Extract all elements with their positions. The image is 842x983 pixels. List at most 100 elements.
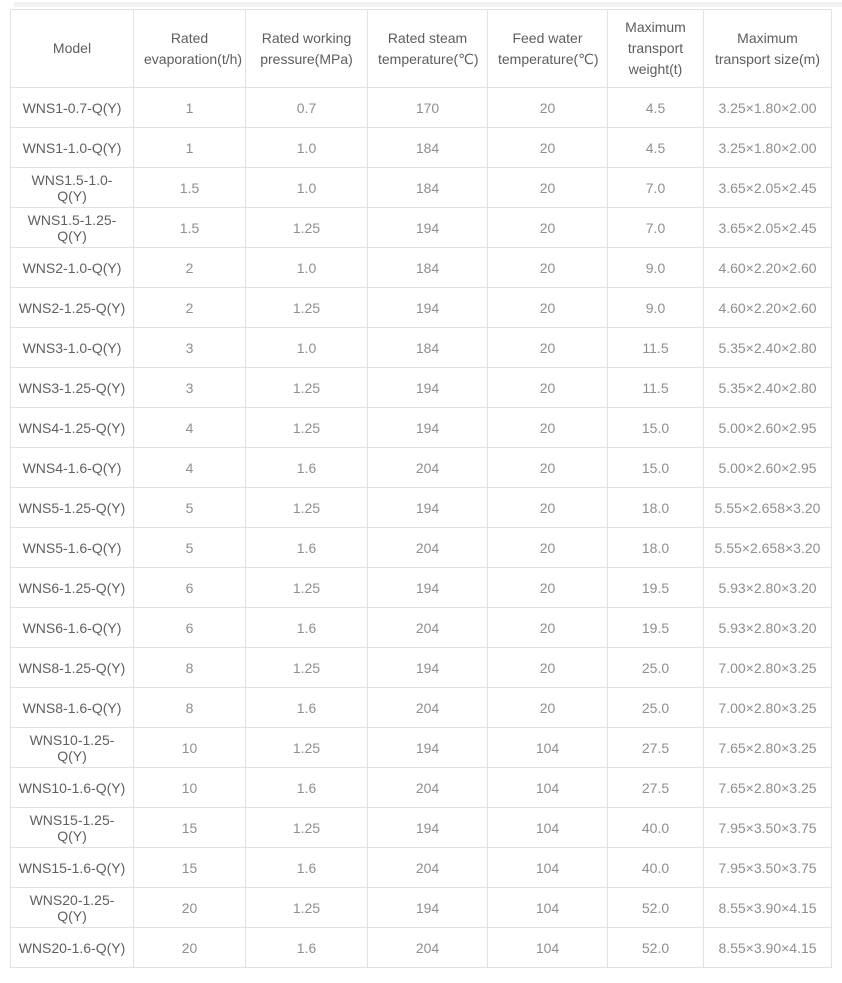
cell-value: 194	[367, 207, 488, 248]
cell-value: 1.0	[245, 247, 368, 288]
cell-value: 1.25	[245, 887, 368, 928]
cell-value: 20	[487, 247, 608, 288]
cell-value: 6	[133, 567, 246, 608]
cell-value: 104	[487, 927, 608, 968]
table-row: WNS5-1.25-Q(Y) 5 1.25 194 20 18.0 5.55×2.658×3…	[10, 487, 832, 528]
cell-model: WNS4-1.6-Q(Y)	[10, 447, 134, 488]
column-header: Feed water temperature(℃)	[487, 9, 608, 88]
cell-value: 1.25	[245, 487, 368, 528]
cell-model: WNS1.5-1.0-Q(Y)	[10, 167, 134, 208]
cell-value: 1.25	[245, 407, 368, 448]
cell-value: 1	[133, 87, 246, 128]
cell-value: 194	[367, 407, 488, 448]
cell-value: 19.5	[607, 567, 704, 608]
cell-value: 204	[367, 847, 488, 888]
cell-value: 40.0	[607, 807, 704, 848]
cell-value: 7.95×3.50×3.75	[703, 847, 832, 888]
cell-value: 7.00×2.80×3.25	[703, 647, 832, 688]
column-header: Rated working pressure(MPa)	[245, 9, 368, 88]
table-row: WNS3-1.25-Q(Y) 3 1.25 194 20 11.5 5.35×2.40×2.…	[10, 367, 832, 408]
cell-value: 5.35×2.40×2.80	[703, 367, 832, 408]
cell-value: 5.00×2.60×2.95	[703, 407, 832, 448]
cell-value: 194	[367, 367, 488, 408]
table-header-row: Model Rated evaporation(t/h) Rated working…	[10, 9, 832, 88]
cell-value: 11.5	[607, 367, 704, 408]
cell-model: WNS5-1.25-Q(Y)	[10, 487, 134, 528]
table-row: WNS15-1.25-Q(Y) 15 1.25 194 104 40.0 7.95×3.50…	[10, 807, 832, 848]
cell-value: 20	[487, 287, 608, 328]
cell-value: 1.6	[245, 847, 368, 888]
cell-value: 40.0	[607, 847, 704, 888]
cell-value: 194	[367, 487, 488, 528]
cell-value: 194	[367, 287, 488, 328]
cell-value: 20	[487, 87, 608, 128]
cell-value: 204	[367, 607, 488, 648]
cell-value: 15	[133, 847, 246, 888]
cell-value: 1.0	[245, 327, 368, 368]
cell-value: 9.0	[607, 247, 704, 288]
table-row: WNS15-1.6-Q(Y) 15 1.6 204 104 40.0 7.95×3.50×3…	[10, 847, 832, 888]
cell-value: 0.7	[245, 87, 368, 128]
cell-model: WNS3-1.25-Q(Y)	[10, 367, 134, 408]
table-row: WNS6-1.6-Q(Y) 6 1.6 204 20 19.5 5.93×2.80×3.20	[10, 607, 832, 648]
cell-value: 4	[133, 447, 246, 488]
cell-value: 4.60×2.20×2.60	[703, 287, 832, 328]
cell-model: WNS15-1.6-Q(Y)	[10, 847, 134, 888]
cell-value: 170	[367, 87, 488, 128]
cell-value: 4.5	[607, 127, 704, 168]
cell-value: 9.0	[607, 287, 704, 328]
cell-value: 2	[133, 287, 246, 328]
cell-value: 204	[367, 527, 488, 568]
cell-value: 184	[367, 327, 488, 368]
cell-value: 184	[367, 127, 488, 168]
cell-model: WNS6-1.25-Q(Y)	[10, 567, 134, 608]
cell-value: 20	[133, 887, 246, 928]
cell-value: 1.25	[245, 287, 368, 328]
cell-value: 8.55×3.90×4.15	[703, 927, 832, 968]
cell-value: 5.00×2.60×2.95	[703, 447, 832, 488]
cell-value: 3.25×1.80×2.00	[703, 127, 832, 168]
table-row: WNS20-1.6-Q(Y) 20 1.6 204 104 52.0 8.55×3.90×4…	[10, 927, 832, 968]
cell-value: 194	[367, 727, 488, 768]
cell-value: 3	[133, 327, 246, 368]
cell-value: 20	[487, 607, 608, 648]
table-row: WNS2-1.25-Q(Y) 2 1.25 194 20 9.0 4.60×2.20×2.6…	[10, 287, 832, 328]
column-header: Rated steam temperature(℃)	[367, 9, 488, 88]
cell-value: 1.6	[245, 927, 368, 968]
table-body: WNS1-0.7-Q(Y) 1 0.7 170 20 4.5 3.25×1.80×2.00 W…	[10, 87, 832, 968]
cell-value: 1.5	[133, 207, 246, 248]
cell-value: 204	[367, 687, 488, 728]
cell-value: 27.5	[607, 727, 704, 768]
cell-value: 6	[133, 607, 246, 648]
cell-value: 20	[487, 407, 608, 448]
cell-value: 1.0	[245, 167, 368, 208]
cell-value: 52.0	[607, 927, 704, 968]
cell-value: 11.5	[607, 327, 704, 368]
cell-value: 20	[487, 127, 608, 168]
table-row: WNS10-1.25-Q(Y) 10 1.25 194 104 27.5 7.65×2.80…	[10, 727, 832, 768]
cell-value: 25.0	[607, 687, 704, 728]
table-row: WNS1-0.7-Q(Y) 1 0.7 170 20 4.5 3.25×1.80×2.00	[10, 87, 832, 128]
column-header: Maximum transport weight(t)	[607, 9, 704, 88]
column-header: Model	[10, 9, 134, 88]
cell-model: WNS3-1.0-Q(Y)	[10, 327, 134, 368]
boiler-spec-table-container: Model Rated evaporation(t/h) Rated working…	[10, 9, 832, 968]
cell-value: 104	[487, 767, 608, 808]
cell-value: 10	[133, 727, 246, 768]
cell-model: WNS8-1.25-Q(Y)	[10, 647, 134, 688]
cell-value: 184	[367, 167, 488, 208]
cell-model: WNS6-1.6-Q(Y)	[10, 607, 134, 648]
cell-value: 1.25	[245, 367, 368, 408]
cell-model: WNS10-1.6-Q(Y)	[10, 767, 134, 808]
table-row: WNS4-1.25-Q(Y) 4 1.25 194 20 15.0 5.00×2.60×2.…	[10, 407, 832, 448]
cell-value: 15	[133, 807, 246, 848]
cell-value: 1.25	[245, 207, 368, 248]
boiler-spec-table: Model Rated evaporation(t/h) Rated working…	[10, 9, 832, 968]
table-row: WNS5-1.6-Q(Y) 5 1.6 204 20 18.0 5.55×2.658×3.2…	[10, 527, 832, 568]
cell-value: 18.0	[607, 487, 704, 528]
cell-value: 7.0	[607, 207, 704, 248]
cell-value: 104	[487, 807, 608, 848]
cell-value: 5.93×2.80×3.20	[703, 607, 832, 648]
cell-model: WNS20-1.6-Q(Y)	[10, 927, 134, 968]
table-row: WNS6-1.25-Q(Y) 6 1.25 194 20 19.5 5.93×2.80×3.…	[10, 567, 832, 608]
